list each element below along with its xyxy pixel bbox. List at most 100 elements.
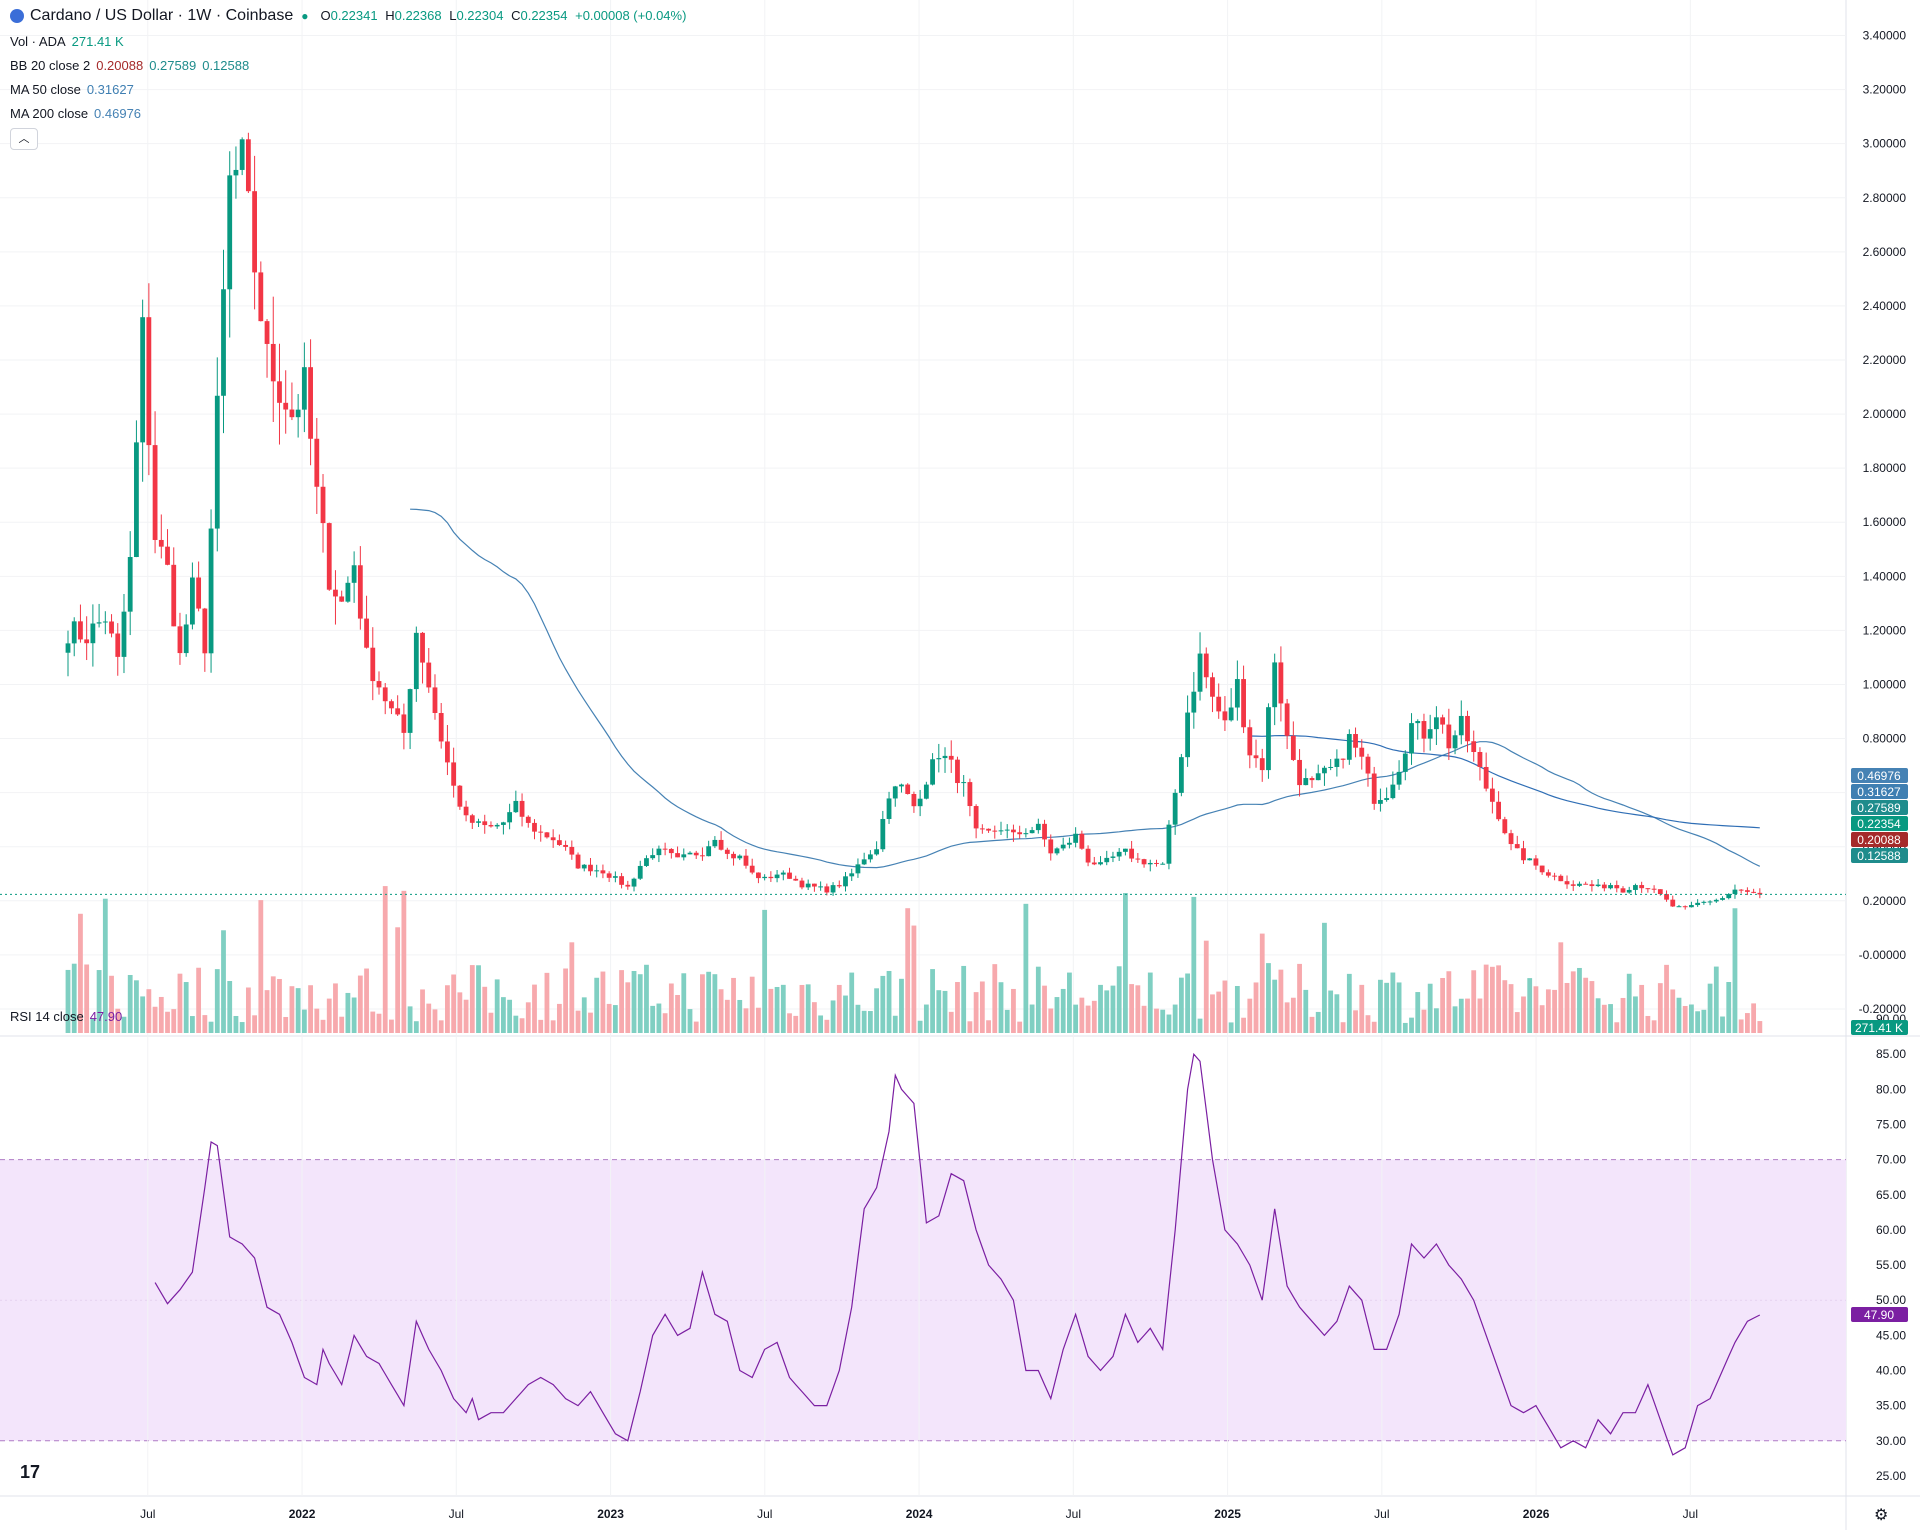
- volume-bar: [1682, 1005, 1688, 1033]
- candle-body: [849, 873, 855, 877]
- candle-body: [1440, 717, 1446, 725]
- volume-bar: [544, 972, 550, 1033]
- volume-bar: [1091, 1000, 1097, 1033]
- candle-body: [1396, 771, 1402, 785]
- candle-body: [1278, 662, 1284, 704]
- volume-bar: [1290, 997, 1296, 1033]
- candle-body: [1514, 844, 1520, 849]
- candle-body: [631, 878, 637, 887]
- volume-bar: [314, 1008, 320, 1033]
- volume-bar: [1738, 1019, 1744, 1033]
- candle-body: [1626, 889, 1632, 893]
- volume-bar: [1322, 922, 1327, 1033]
- volume-bar: [594, 977, 600, 1033]
- candle-body: [1228, 707, 1234, 721]
- candle-body: [102, 621, 108, 623]
- candle-body: [1123, 848, 1128, 852]
- volume-bar: [1123, 893, 1128, 1033]
- collapse-legend-button[interactable]: ︿: [10, 128, 38, 150]
- volume-bar: [494, 979, 500, 1033]
- ma50-legend[interactable]: MA 50 close 0.31627: [10, 82, 134, 97]
- candle-body: [1266, 707, 1271, 771]
- candle-body: [874, 849, 879, 855]
- rsi-legend[interactable]: RSI 14 close 47.90: [10, 1009, 123, 1024]
- candle-body: [233, 169, 239, 176]
- volume-bar: [606, 1003, 612, 1033]
- candle-body: [1172, 792, 1178, 825]
- volume-bar: [805, 984, 811, 1033]
- candle-body: [899, 784, 904, 787]
- volume-bar: [1160, 1009, 1166, 1033]
- candle-body: [861, 859, 867, 865]
- candle-body: [923, 784, 929, 799]
- tradingview-logo[interactable]: 17: [12, 1458, 48, 1486]
- time-tick-label: Jul: [449, 1507, 464, 1521]
- candle-body: [880, 818, 886, 850]
- ma200-legend[interactable]: MA 200 close 0.46976: [10, 106, 142, 121]
- time-tick-label: Jul: [1066, 1507, 1081, 1521]
- volume-bar: [482, 986, 488, 1033]
- volume-bar: [569, 942, 575, 1033]
- volume-bar: [1116, 966, 1122, 1033]
- volume-bar: [1409, 1017, 1414, 1033]
- candle-body: [451, 762, 457, 786]
- volume-bar: [476, 965, 481, 1033]
- volume-bar: [96, 970, 102, 1033]
- volume-bar: [115, 1008, 121, 1033]
- volume-bar: [395, 927, 401, 1033]
- volume-bar: [1004, 1009, 1010, 1033]
- candle-body: [1633, 885, 1638, 890]
- candle-body: [718, 839, 724, 850]
- bb-legend[interactable]: BB 20 close 2 0.20088 0.27589 0.12588: [10, 58, 250, 73]
- candle-body: [774, 874, 780, 879]
- volume-bar: [1471, 970, 1477, 1033]
- volume-bar: [401, 890, 407, 1033]
- volume-bar: [836, 984, 842, 1033]
- candle-body: [146, 317, 152, 446]
- volume-bar: [183, 982, 189, 1033]
- candle-body: [1378, 799, 1383, 804]
- volume-bar: [1539, 1005, 1545, 1033]
- candle-body: [1222, 711, 1228, 721]
- volume-bar: [1259, 933, 1265, 1033]
- candle-body: [588, 864, 593, 872]
- volume-bar: [1023, 903, 1029, 1033]
- candle-body: [1185, 712, 1190, 758]
- candle-body: [1608, 885, 1613, 889]
- volume-bar: [818, 1015, 824, 1033]
- volume-bar: [1253, 982, 1259, 1033]
- volume-bar: [936, 990, 942, 1033]
- candle-body: [171, 564, 177, 627]
- candle-body: [768, 876, 774, 879]
- volume-legend[interactable]: Vol · ADA 271.41 K: [10, 34, 124, 49]
- volume-bar: [923, 1004, 929, 1033]
- candle-body: [196, 577, 202, 609]
- candle-body: [1241, 679, 1246, 728]
- candle-body: [687, 852, 693, 855]
- volume-bar: [382, 886, 388, 1033]
- candle-body: [1147, 862, 1153, 865]
- candle-body: [1713, 899, 1719, 902]
- candle-body: [1359, 747, 1365, 757]
- volume-bar: [1247, 998, 1253, 1033]
- candle-body: [345, 582, 351, 602]
- volume-bar: [1713, 966, 1719, 1033]
- gear-icon[interactable]: ⚙: [1874, 1507, 1889, 1524]
- volume-bar: [1272, 979, 1278, 1033]
- volume-bar: [1440, 977, 1446, 1033]
- volume-bar: [1415, 992, 1421, 1033]
- rsi-value-tag: 47.90: [1851, 1306, 1908, 1322]
- volume-bar: [1664, 964, 1669, 1033]
- volume-bar: [855, 1004, 861, 1033]
- candle-body: [177, 626, 183, 654]
- volume-bar: [208, 1021, 214, 1033]
- candle-body: [979, 828, 985, 830]
- volume-bar: [258, 900, 264, 1033]
- candle-body: [1334, 758, 1340, 767]
- volume-bar: [1645, 1015, 1651, 1033]
- candle-body: [301, 367, 307, 410]
- volume-bar: [556, 1003, 562, 1033]
- volume-bar: [793, 1015, 799, 1033]
- bb-upper-tag: 0.27589: [1851, 800, 1908, 815]
